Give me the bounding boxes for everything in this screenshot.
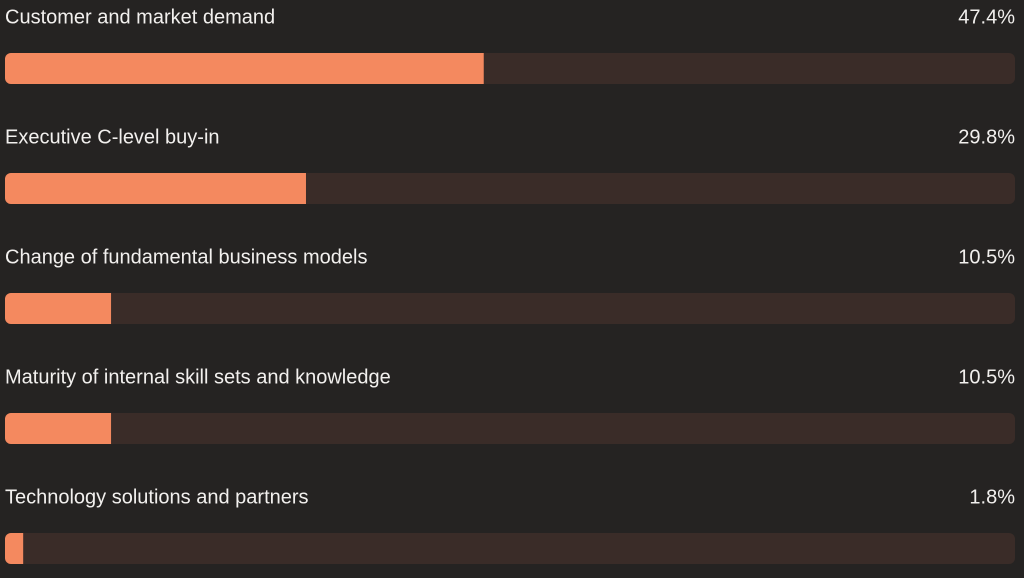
bar-track	[5, 533, 1015, 564]
value-label: 1.8%	[969, 486, 1015, 508]
bar	[5, 53, 484, 84]
value-label: 29.8%	[958, 126, 1015, 148]
bar-label: Executive C-level buy-in	[5, 126, 220, 148]
bar-label: Customer and market demand	[5, 6, 275, 28]
value-label: 10.5%	[958, 366, 1015, 388]
bar	[5, 173, 306, 204]
bar-track	[5, 293, 1015, 324]
value-label: 10.5%	[958, 246, 1015, 268]
bar	[5, 533, 24, 564]
bar-label: Maturity of internal skill sets and know…	[5, 366, 391, 388]
bar-track	[5, 413, 1015, 444]
bar-label: Change of fundamental business models	[5, 246, 367, 268]
value-label: 47.4%	[958, 6, 1015, 28]
bar-label: Technology solutions and partners	[5, 486, 309, 508]
bar	[5, 293, 112, 324]
bar	[5, 413, 112, 444]
